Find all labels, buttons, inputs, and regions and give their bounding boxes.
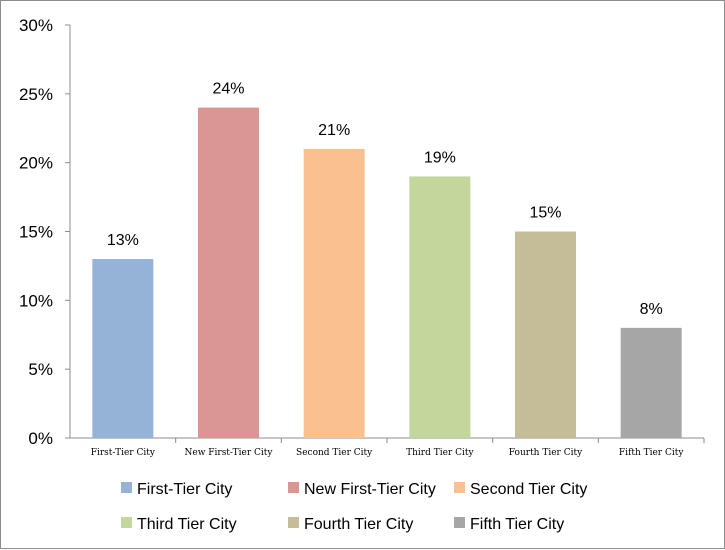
y-tick-label: 25% — [19, 85, 53, 104]
y-tick-label: 10% — [19, 291, 53, 310]
y-tick-label: 5% — [28, 360, 53, 379]
y-tick-label: 15% — [19, 223, 53, 242]
legend-swatch[interactable] — [454, 517, 465, 528]
bar[interactable] — [620, 327, 682, 438]
legend-swatch[interactable] — [454, 482, 465, 493]
legend-swatch[interactable] — [121, 482, 132, 493]
bar[interactable] — [198, 107, 259, 438]
bar[interactable] — [515, 231, 576, 439]
x-category-label: Fifth Tier City — [619, 448, 684, 458]
y-tick-label: 0% — [28, 429, 53, 448]
data-label: 21% — [318, 122, 350, 139]
bar[interactable] — [303, 148, 365, 438]
legend-label[interactable]: Fifth Tier City — [470, 516, 564, 533]
x-category-label: Fourth Tier City — [509, 448, 583, 458]
data-label: 8% — [640, 301, 663, 318]
legend-label[interactable]: New First-Tier City — [304, 481, 436, 498]
bar[interactable] — [92, 259, 154, 438]
legend-label[interactable]: First-Tier City — [137, 481, 232, 498]
legend-label[interactable]: Second Tier City — [470, 481, 587, 498]
bar[interactable] — [409, 176, 471, 438]
x-category-label: New First-Tier City — [185, 448, 274, 458]
legend-swatch[interactable] — [121, 517, 132, 528]
x-category-label: First-Tier City — [91, 448, 156, 458]
data-label: 19% — [424, 149, 456, 166]
data-label: 13% — [107, 232, 139, 249]
x-category-label: Second Tier City — [296, 448, 373, 458]
legend-swatch[interactable] — [288, 517, 299, 528]
x-category-label: Third Tier City — [406, 448, 474, 458]
legend-label[interactable]: Third Tier City — [137, 516, 237, 533]
legend-label[interactable]: Fourth Tier City — [304, 516, 413, 533]
y-tick-label: 20% — [19, 154, 53, 173]
y-tick-label: 30% — [19, 16, 53, 35]
data-label: 15% — [529, 205, 561, 222]
legend-swatch[interactable] — [288, 482, 299, 493]
data-label: 24% — [212, 81, 244, 98]
